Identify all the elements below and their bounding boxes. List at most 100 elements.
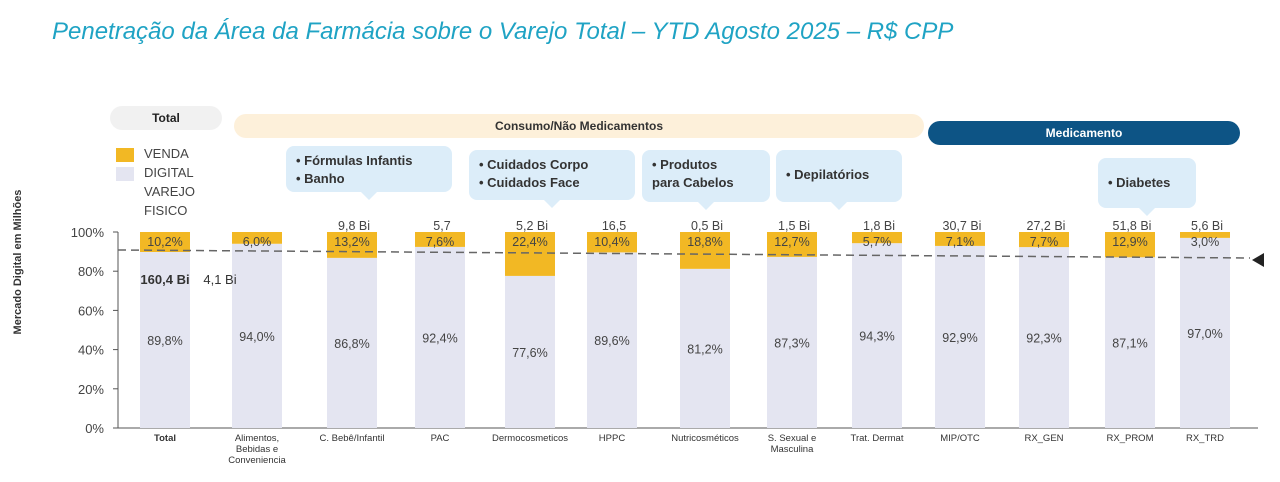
label-fisico: 92,3% — [1026, 332, 1061, 346]
x-tick-label: MIP/OTC — [940, 433, 980, 444]
reference-line — [117, 249, 1251, 259]
bar-fisico — [232, 243, 282, 428]
x-tick-label: PAC — [431, 433, 450, 444]
y-tick-label: 60% — [78, 303, 104, 318]
bar-fisico — [935, 245, 985, 428]
legend-swatch-digital — [116, 147, 134, 162]
bar-digital — [1180, 232, 1230, 238]
x-tick-label: RX_GEN — [1024, 433, 1063, 444]
market-size: 27,2 Bi — [1027, 219, 1066, 233]
market-size: 51,8 Bi — [1113, 219, 1152, 233]
label-fisico: 89,6% — [594, 334, 629, 348]
bar-digital — [680, 232, 730, 269]
label-digital: 3,0% — [1191, 235, 1220, 249]
market-size: 5,6 Bi — [1191, 219, 1223, 233]
label-digital: 7,7% — [1030, 235, 1059, 249]
label-digital: 12,9% — [1112, 235, 1147, 249]
callout-nutri: • Produtos para Cabelos — [642, 150, 770, 210]
x-tick-label: Nutricosméticos — [671, 433, 739, 444]
legend-swatch-fisico — [116, 166, 134, 181]
y-tick-label: 40% — [78, 343, 104, 358]
callout-diabetes: • Diabetes — [1098, 158, 1196, 216]
callout-bebe: • Fórmulas Infantis • Banho — [286, 146, 452, 200]
label-digital: 5,7% — [863, 235, 892, 249]
y-tick-label: 80% — [78, 264, 104, 279]
label-fisico: 97,0% — [1187, 327, 1222, 341]
x-tick-label: RX_TRD — [1186, 433, 1224, 444]
bar-fisico — [587, 252, 637, 428]
x-tick-label: S. Sexual e — [768, 433, 817, 444]
group-medicamento: Medicamento — [928, 121, 1240, 145]
group-consumo: Consumo/Não Medicamentos — [234, 114, 924, 138]
bar-digital — [232, 232, 282, 244]
bar-digital — [1019, 232, 1069, 248]
bar-digital — [935, 232, 985, 246]
y-tick-label: 0% — [85, 421, 104, 436]
x-tick-label: Dermocosmeticos — [492, 433, 568, 444]
x-tick-label: Trat. Dermat — [851, 433, 904, 444]
legend: VENDA DIGITAL VAREJO FISICO — [116, 144, 195, 220]
label-digital: 22,4% — [512, 235, 547, 249]
reference-marker-icon — [1252, 253, 1264, 267]
label-digital: 7,1% — [946, 235, 975, 249]
x-tick-label: Masculina — [771, 444, 814, 455]
x-tick-label: RX_PROM — [1107, 433, 1154, 444]
bar-fisico — [1180, 237, 1230, 428]
label-fisico: 94,3% — [859, 330, 894, 344]
bar-fisico — [327, 257, 377, 428]
market-size: 160,4 Bi — [140, 272, 189, 287]
label-digital: 7,6% — [426, 235, 455, 249]
bar-digital — [852, 232, 902, 244]
bar-digital — [1105, 232, 1155, 258]
market-size: 4,1 Bi — [203, 272, 236, 287]
x-tick-label: Total — [154, 433, 176, 444]
bar-digital — [767, 232, 817, 257]
market-size: 9,8 Bi — [338, 219, 370, 233]
bar-digital — [415, 232, 465, 247]
bar-digital — [140, 232, 190, 252]
bar-fisico — [852, 243, 902, 428]
label-fisico: 86,8% — [334, 337, 369, 351]
label-digital: 18,8% — [687, 235, 722, 249]
bar-fisico — [415, 246, 465, 428]
market-size: 0,5 Bi — [691, 219, 723, 233]
market-size: 1,5 Bi — [778, 219, 810, 233]
bar-digital — [505, 232, 555, 276]
y-tick-label: 100% — [71, 225, 105, 240]
label-digital: 6,0% — [243, 235, 272, 249]
x-tick-label: Conveniencia — [228, 455, 286, 466]
page-title: Penetração da Área da Farmácia sobre o V… — [52, 18, 954, 45]
bar-fisico — [680, 268, 730, 428]
bar-digital — [587, 232, 637, 253]
x-tick-label: Bebidas e — [236, 444, 278, 455]
market-size: 1,8 Bi — [863, 219, 895, 233]
y-tick-label: 20% — [78, 382, 104, 397]
bar-fisico — [1105, 257, 1155, 428]
label-fisico: 89,8% — [147, 334, 182, 348]
bar-digital — [327, 232, 377, 258]
bar-fisico — [140, 251, 190, 428]
label-fisico: 92,9% — [942, 331, 977, 345]
label-digital: 13,2% — [334, 235, 369, 249]
label-fisico: 87,3% — [774, 336, 809, 350]
label-digital: 12,7% — [774, 235, 809, 249]
bar-fisico — [505, 275, 555, 428]
x-tick-label: C. Bebê/Infantil — [320, 433, 385, 444]
x-tick-label: Alimentos, — [235, 433, 279, 444]
label-fisico: 81,2% — [687, 342, 722, 356]
market-size: 5,2 Bi — [516, 219, 548, 233]
bar-fisico — [767, 256, 817, 428]
market-size: 16,5 — [602, 219, 626, 233]
market-size: 5,7 — [433, 219, 450, 233]
callout-depil: • Depilatórios — [776, 150, 902, 210]
x-tick-label: HPPC — [599, 433, 626, 444]
label-fisico: 87,1% — [1112, 337, 1147, 351]
bar-fisico — [1019, 247, 1069, 428]
group-total: Total — [110, 106, 222, 130]
market-size: 30,7 Bi — [943, 219, 982, 233]
label-fisico: 77,6% — [512, 346, 547, 360]
label-digital: 10,2% — [147, 235, 182, 249]
label-digital: 10,4% — [594, 235, 629, 249]
label-fisico: 92,4% — [422, 331, 457, 345]
